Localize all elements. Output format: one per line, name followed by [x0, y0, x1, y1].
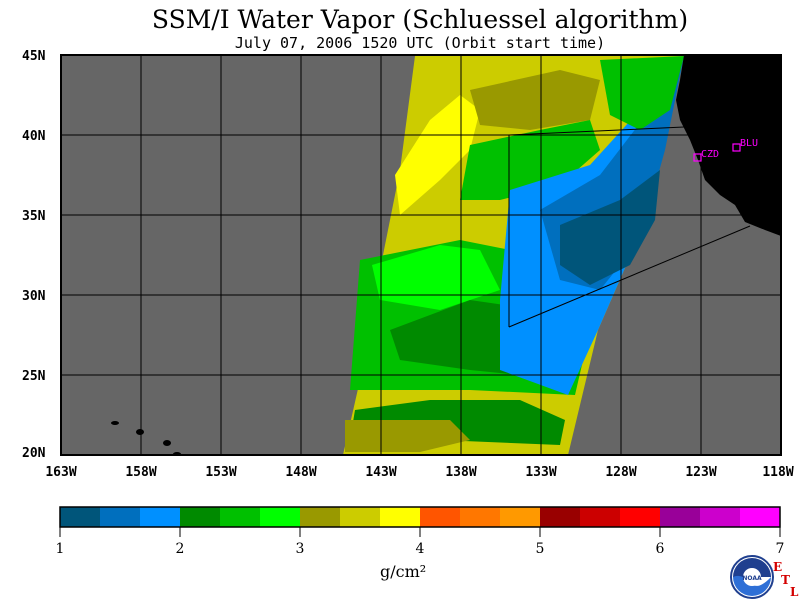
colorbar-swatch [220, 507, 261, 527]
lon-label: 153W [205, 465, 236, 480]
swath-northern-yellow-core [395, 95, 480, 215]
colorbar-tick-label: 5 [536, 541, 545, 557]
noaa-logo-icon: NOAA [730, 555, 774, 599]
colorbar-swatch [620, 507, 661, 527]
colorbar-swatch [740, 507, 781, 527]
colorbar-swatch [300, 507, 341, 527]
colorbar-unit-label: g/cm² [380, 562, 427, 581]
etl-letter-t: T [781, 573, 790, 587]
colorbar-swatch [60, 507, 101, 527]
colorbar [60, 507, 781, 527]
lon-label: 118W [762, 465, 793, 480]
swath-layer [343, 56, 684, 455]
swath-olive-band-south [345, 420, 470, 452]
lon-label: 123W [685, 465, 716, 480]
colorbar-swatch [420, 507, 461, 527]
swath-bright-green-band [372, 245, 500, 310]
station-label-czd: CZD [701, 149, 719, 160]
latitude-labels: 45N 40N 35N 30N 25N 20N [22, 49, 46, 461]
lon-label: 143W [365, 465, 396, 480]
longitude-labels: 163W 158W 153W 148W 143W 138W 133W 128W … [45, 465, 793, 480]
colorbar-tick-label: 4 [416, 541, 425, 557]
hawaii-island-1 [111, 421, 119, 425]
colorbar-swatch [660, 507, 701, 527]
map-subtitle: July 07, 2006 1520 UTC (Orbit start time… [234, 34, 606, 52]
colorbar-ticks: 1 2 3 4 5 6 7 [56, 527, 785, 557]
colorbar-swatch [260, 507, 301, 527]
station-marker-czd [693, 153, 702, 162]
lat-label: 30N [22, 289, 46, 304]
colorbar-swatch [140, 507, 181, 527]
colorbar-swatch [340, 507, 381, 527]
etl-letter-l: L [790, 585, 799, 599]
lon-label: 148W [285, 465, 316, 480]
lon-label: 128W [605, 465, 636, 480]
lon-label: 133W [525, 465, 556, 480]
etl-letter-e: E [773, 560, 783, 574]
colorbar-tick-label: 2 [176, 541, 185, 557]
graticule [61, 55, 781, 455]
colorbar-swatch [180, 507, 221, 527]
colorbar-swatch [700, 507, 741, 527]
lon-label: 138W [445, 465, 476, 480]
colorbar-swatch [540, 507, 581, 527]
hawaii-island-3 [163, 440, 171, 446]
region-outline [508, 126, 685, 327]
map-title: SSM/I Water Vapor (Schluessel algorithm) [151, 5, 689, 34]
map-frame [60, 54, 782, 456]
lat-label: 40N [22, 129, 46, 144]
colorbar-tick-label: 3 [296, 541, 305, 557]
lat-label: 25N [22, 369, 46, 384]
colorbar-tick-label: 1 [56, 541, 65, 557]
swath-dark-blue-core [560, 170, 660, 285]
lat-label: 20N [22, 446, 46, 461]
colorbar-tick-label: 7 [776, 541, 785, 557]
region-outline-diagonal [508, 225, 751, 328]
lat-label: 45N [22, 49, 46, 64]
hawaii-island-2 [136, 429, 144, 435]
lon-label: 158W [125, 465, 156, 480]
lon-label: 163W [45, 465, 76, 480]
station-marker-blu [732, 143, 741, 152]
north-america-land [676, 55, 781, 236]
colorbar-swatch [380, 507, 421, 527]
swath-northern-olive [470, 70, 600, 130]
colorbar-tick-label: 6 [656, 541, 665, 557]
colorbar-swatch [580, 507, 621, 527]
colorbar-swatch [100, 507, 141, 527]
station-label-blu: BLU [740, 138, 758, 149]
colorbar-swatch [500, 507, 541, 527]
colorbar-swatch [460, 507, 501, 527]
lat-label: 35N [22, 209, 46, 224]
noaa-logo-text: NOAA [742, 575, 762, 582]
